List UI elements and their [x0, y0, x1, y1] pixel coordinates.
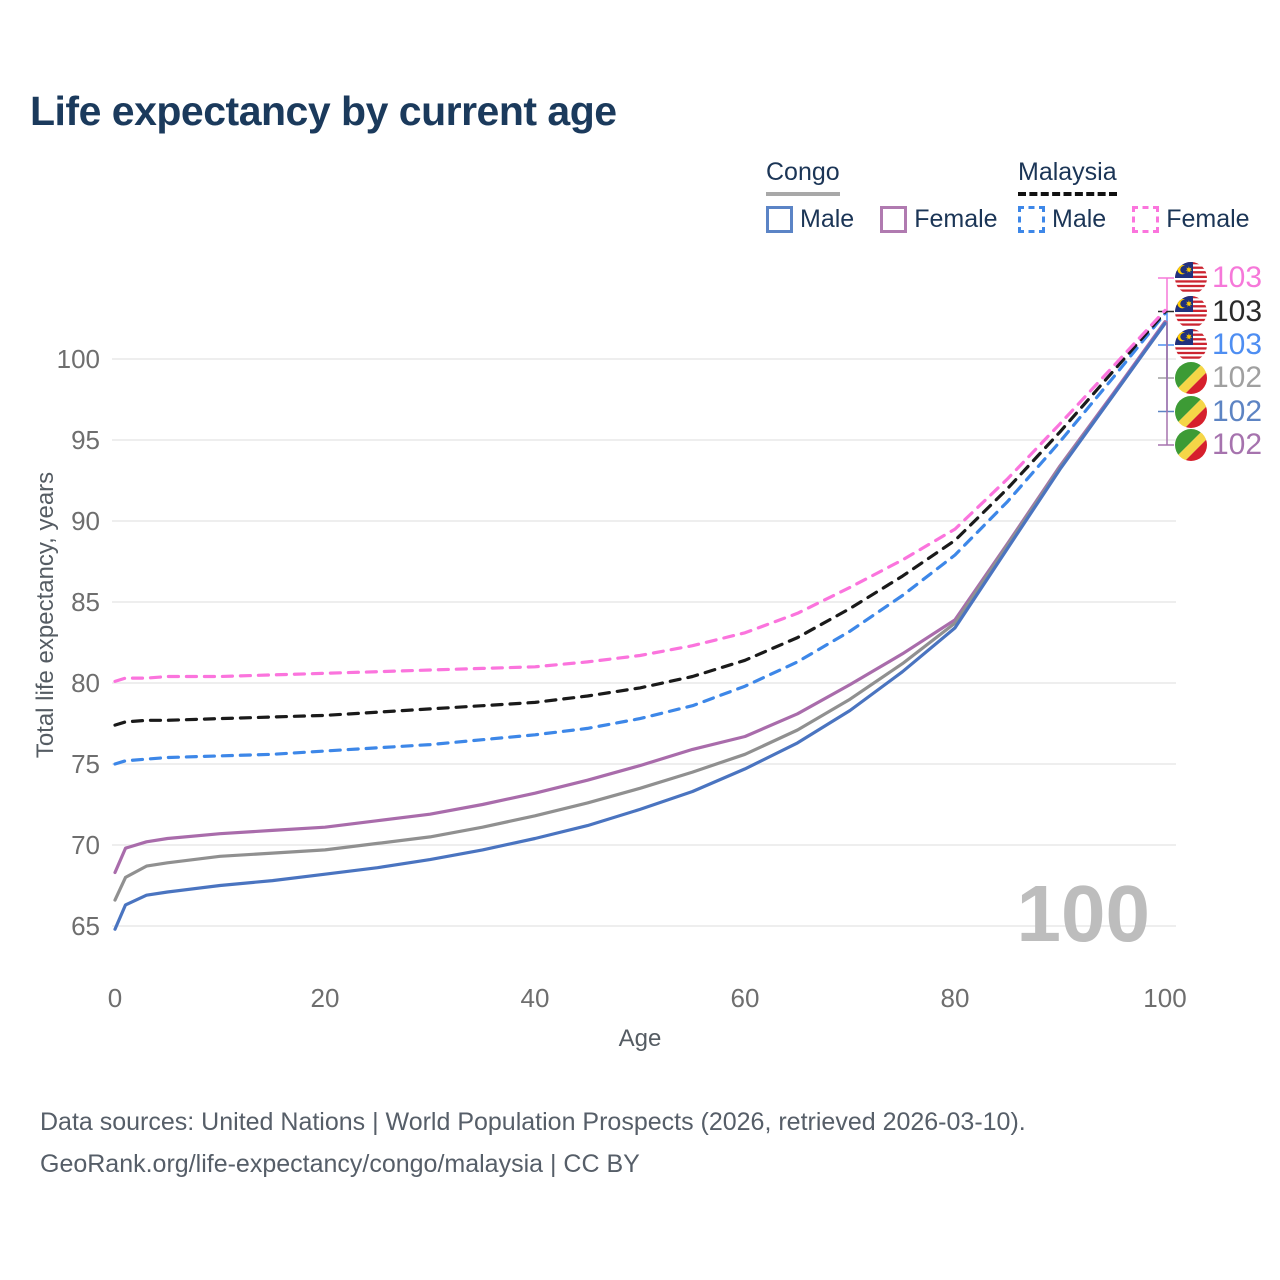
line-chart-plot[interactable]	[0, 0, 1280, 1100]
malaysia-male-swatch-icon	[1018, 206, 1045, 233]
legend-country-malaysia[interactable]: Malaysia	[1018, 158, 1117, 196]
end-label-value: 103	[1212, 294, 1263, 328]
legend-item-malaysia-female[interactable]: Female	[1132, 205, 1250, 234]
y-tick-label: 100	[56, 344, 100, 374]
x-tick-label: 60	[730, 983, 760, 1013]
series-line-malaysia	[113, 310, 1167, 727]
legend-group-malaysia: Malaysia Male Female	[1018, 158, 1250, 234]
congo-flag-icon	[1175, 395, 1207, 428]
end-label-value: 102	[1212, 394, 1263, 428]
legend-item-congo-male[interactable]: Male	[766, 205, 854, 234]
x-axis-title: Age	[618, 1025, 662, 1052]
footer-datasources: Data sources: United Nations | World Pop…	[40, 1108, 1026, 1136]
page-title: Life expectancy by current age	[30, 88, 617, 134]
y-tick-label: 70	[71, 830, 100, 860]
x-tick-label: 40	[520, 983, 550, 1013]
series-line-malaysia-male	[113, 312, 1167, 766]
y-tick-label: 85	[71, 587, 100, 617]
legend-country-congo[interactable]: Congo	[766, 158, 840, 196]
legend-group-congo: Congo Male Female	[766, 158, 998, 234]
congo-flag-icon	[1175, 429, 1207, 461]
series-line-congo	[113, 321, 1167, 902]
y-tick-label: 90	[71, 506, 100, 536]
congo-flag-icon	[1175, 362, 1207, 394]
end-label-connector	[1158, 277, 1174, 312]
legend-item-malaysia-male[interactable]: Male	[1018, 205, 1106, 234]
legend-item-label: Female	[1166, 205, 1250, 233]
series-line-congo-male	[113, 321, 1167, 931]
end-label-connector	[1158, 320, 1174, 446]
malaysia-female-swatch-icon	[1132, 206, 1160, 233]
x-tick-label: 100	[1143, 983, 1187, 1013]
legend-item-label: Male	[1052, 205, 1107, 233]
legend-item-congo-female[interactable]: Female	[880, 205, 998, 234]
y-tick-label: 75	[71, 749, 100, 779]
end-label-value: 103	[1212, 261, 1263, 294]
congo-female-swatch-icon	[880, 206, 908, 233]
x-tick-label: 0	[107, 983, 123, 1013]
malaysia-flag-icon	[1175, 329, 1207, 361]
y-tick-label: 80	[71, 668, 100, 698]
legend-item-label: Female	[914, 205, 998, 233]
age-watermark: 100	[1016, 869, 1150, 958]
y-tick-label: 95	[71, 425, 100, 455]
end-label-connector	[1158, 322, 1174, 413]
malaysia-flag-icon	[1175, 262, 1207, 294]
x-tick-label: 80	[940, 983, 970, 1013]
footer-attribution: GeoRank.org/life-expectancy/congo/malays…	[40, 1150, 640, 1178]
end-label-value: 102	[1212, 361, 1263, 394]
congo-male-swatch-icon	[766, 206, 793, 233]
y-tick-label: 65	[71, 911, 100, 941]
malaysia-flag-icon	[1175, 295, 1207, 328]
end-label-value: 102	[1212, 428, 1263, 461]
series-line-malaysia-female	[113, 308, 1167, 683]
legend-item-label: Male	[800, 205, 855, 233]
x-tick-label: 20	[310, 983, 340, 1013]
end-label-value: 103	[1212, 328, 1263, 361]
